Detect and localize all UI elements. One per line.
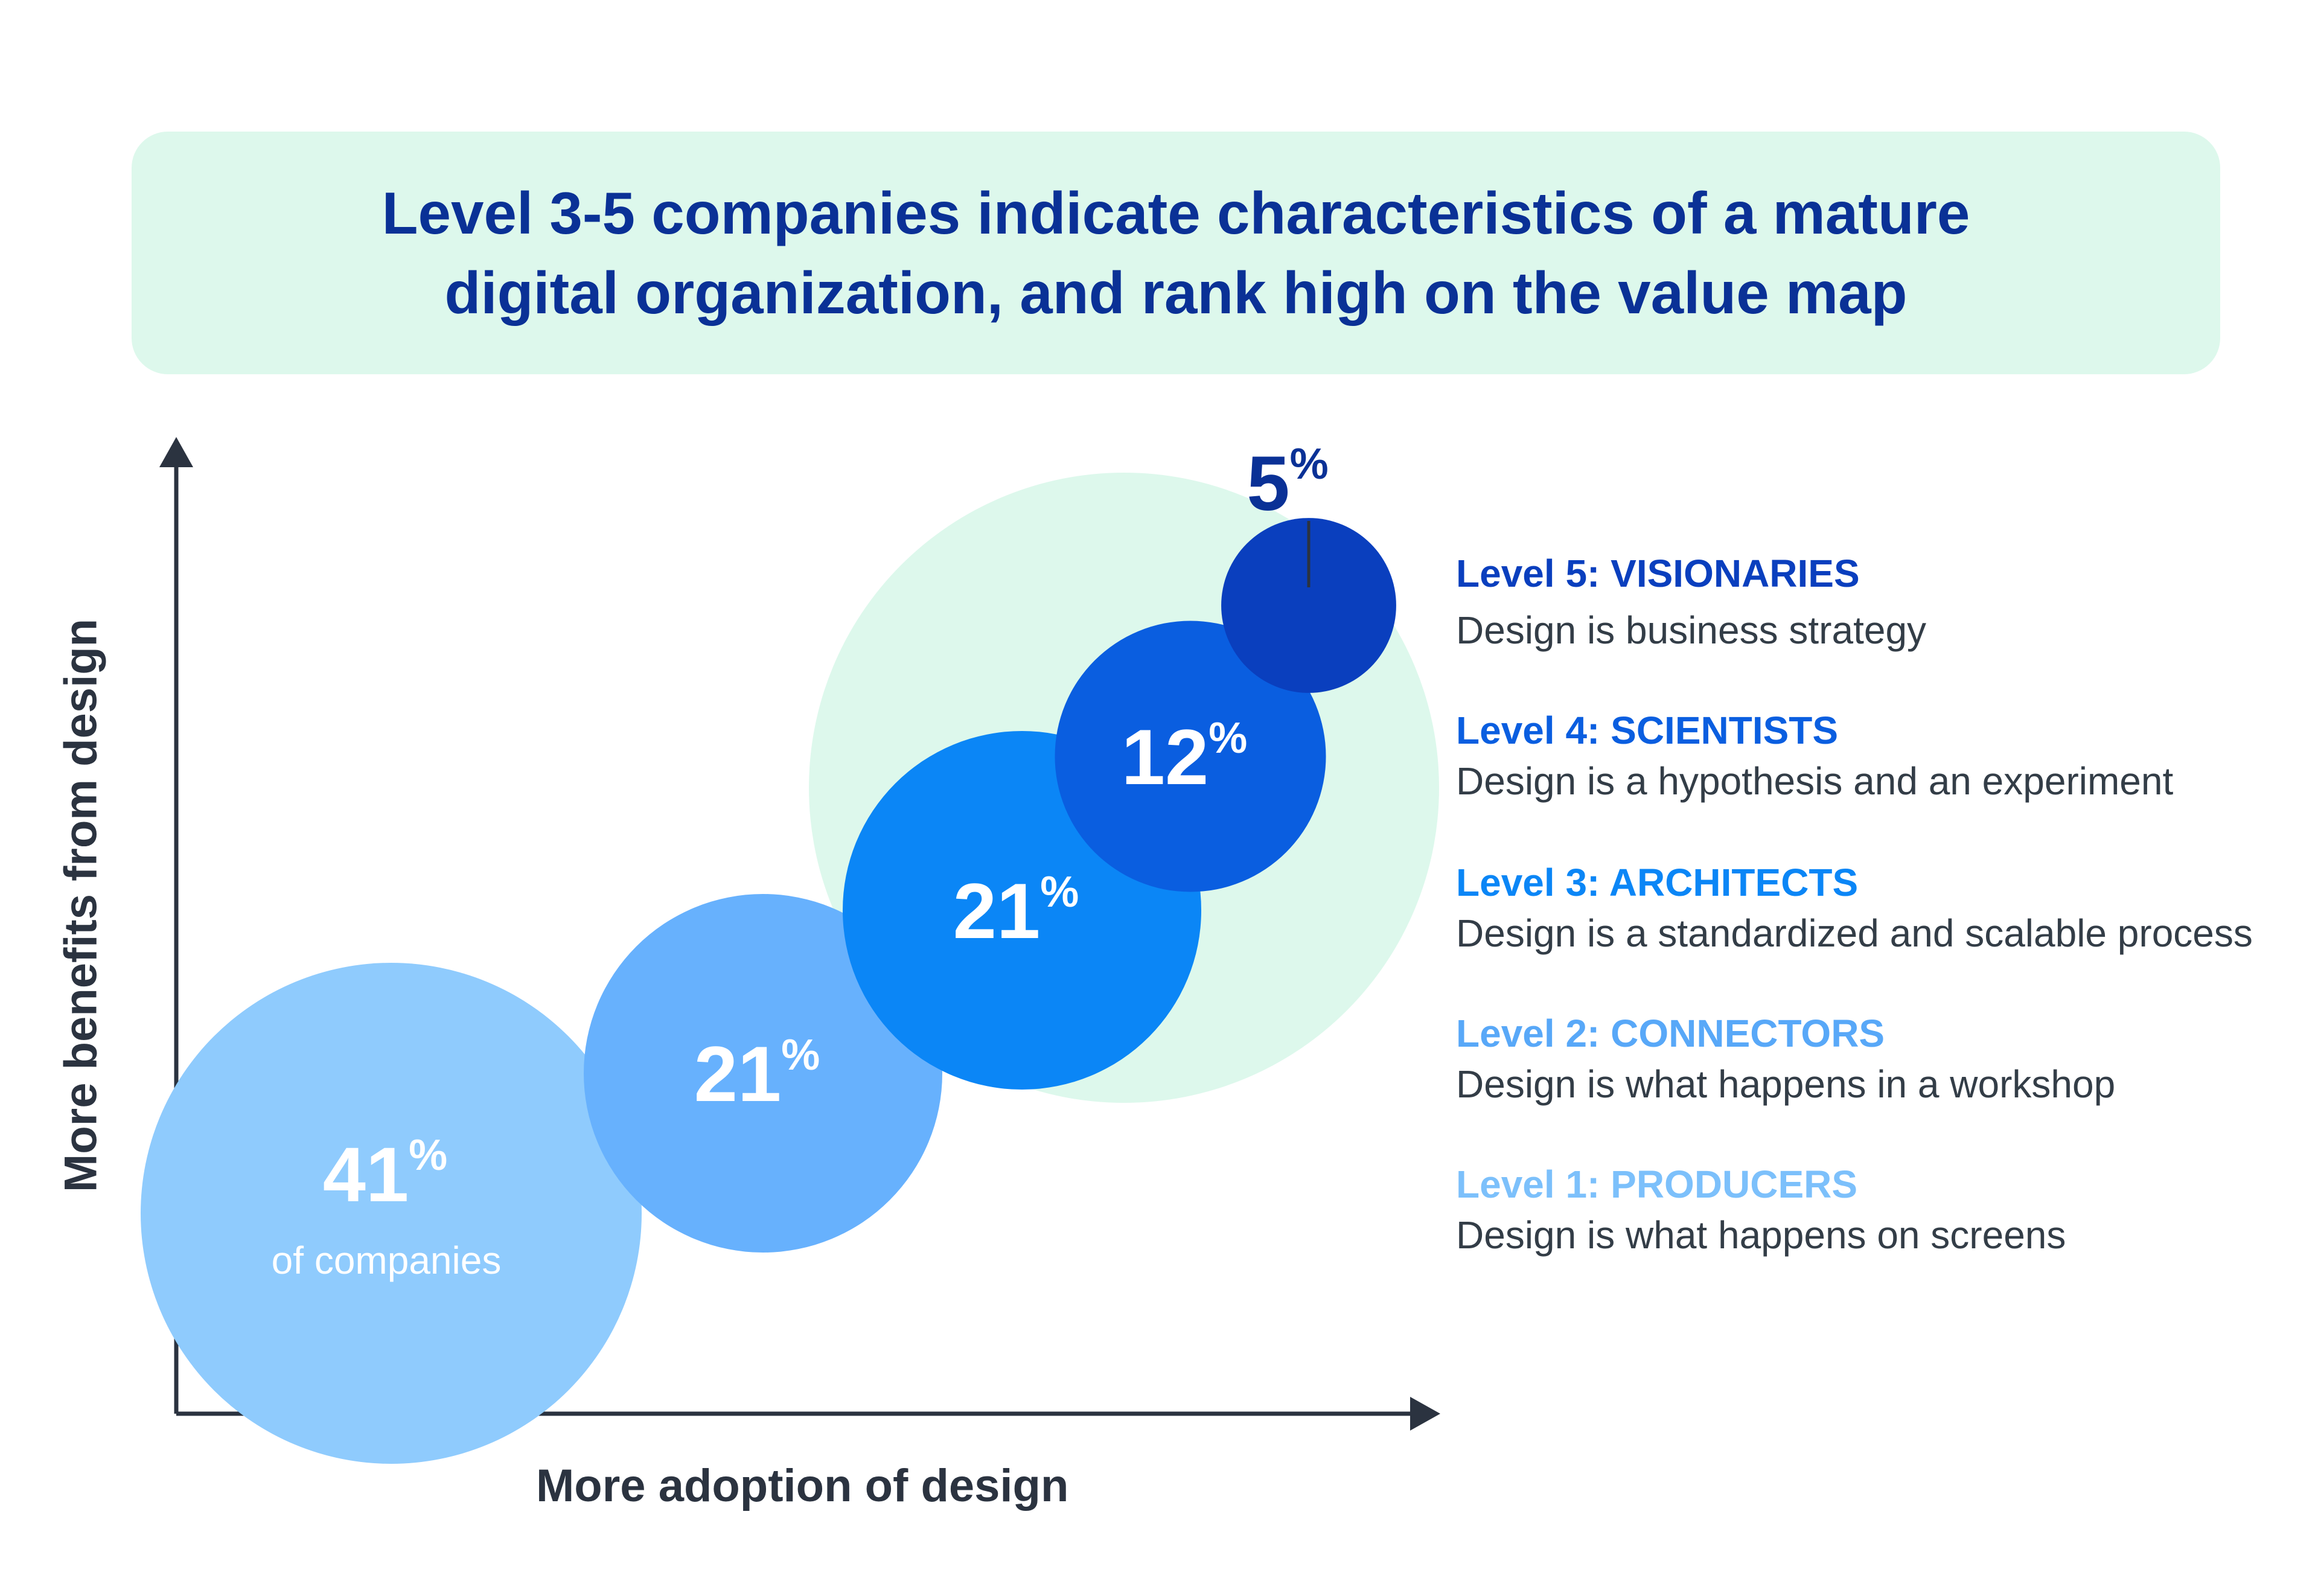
- bubble-level-2: [583, 893, 943, 1253]
- bubble-level-4: [1055, 621, 1326, 892]
- legend-title: Level 3: ARCHITECTS: [1456, 861, 1859, 904]
- legend-title: Level 1: PRODUCERS: [1456, 1163, 1858, 1206]
- legend-item-level-4: Level 4: SCIENTISTS Design is a hypothes…: [1456, 705, 2313, 806]
- legend-description: Design is what happens on screens: [1456, 1213, 2066, 1257]
- bubble-value-label: 21%: [953, 867, 1079, 955]
- legend-item-level-5: Level 5: VISIONARIES Design is business …: [1456, 548, 2313, 656]
- bubble-value-label: 41%: [323, 1131, 447, 1218]
- x-axis-arrow: [1410, 1397, 1440, 1431]
- legend-title: Level 2: CONNECTORS: [1456, 1012, 1885, 1055]
- bubble-value-label: 21%: [694, 1030, 820, 1118]
- bubble-value-label: 12%: [1122, 713, 1248, 801]
- legend-item-level-2: Level 2: CONNECTORS Design is what happe…: [1456, 1008, 2313, 1109]
- y-axis-arrow: [159, 437, 193, 467]
- bubble-level-1: [141, 963, 642, 1464]
- legend-description: Design is what happens in a workshop: [1456, 1062, 2116, 1106]
- legend-title: Level 4: SCIENTISTS: [1456, 709, 1839, 752]
- page-title-line-1: Level 3-5 companies indicate characteris…: [382, 180, 1970, 246]
- page-title-line-2: digital organization, and rank high on t…: [444, 260, 1908, 326]
- callout-value-label: 5%: [1247, 440, 1328, 527]
- legend-item-level-1: Level 1: PRODUCERS Design is what happen…: [1456, 1159, 2313, 1260]
- legend-description: Design is business strategy: [1456, 608, 1927, 652]
- legend-title: Level 5: VISIONARIES: [1456, 552, 1860, 595]
- legend-description: Design is a standardized and scalable pr…: [1456, 911, 2253, 955]
- title-banner: Level 3-5 companies indicate characteris…: [132, 132, 2220, 374]
- bubble-sublabel: of companies: [272, 1239, 502, 1282]
- y-axis-label: More benefits from design: [55, 618, 107, 1193]
- legend-description: Design is a hypothesis and an experiment: [1456, 759, 2174, 803]
- legend-item-level-3: Level 3: ARCHITECTS Design is a standard…: [1456, 857, 2313, 959]
- bubble-level-5: [1221, 518, 1396, 693]
- x-axis-label: More adoption of design: [536, 1460, 1069, 1511]
